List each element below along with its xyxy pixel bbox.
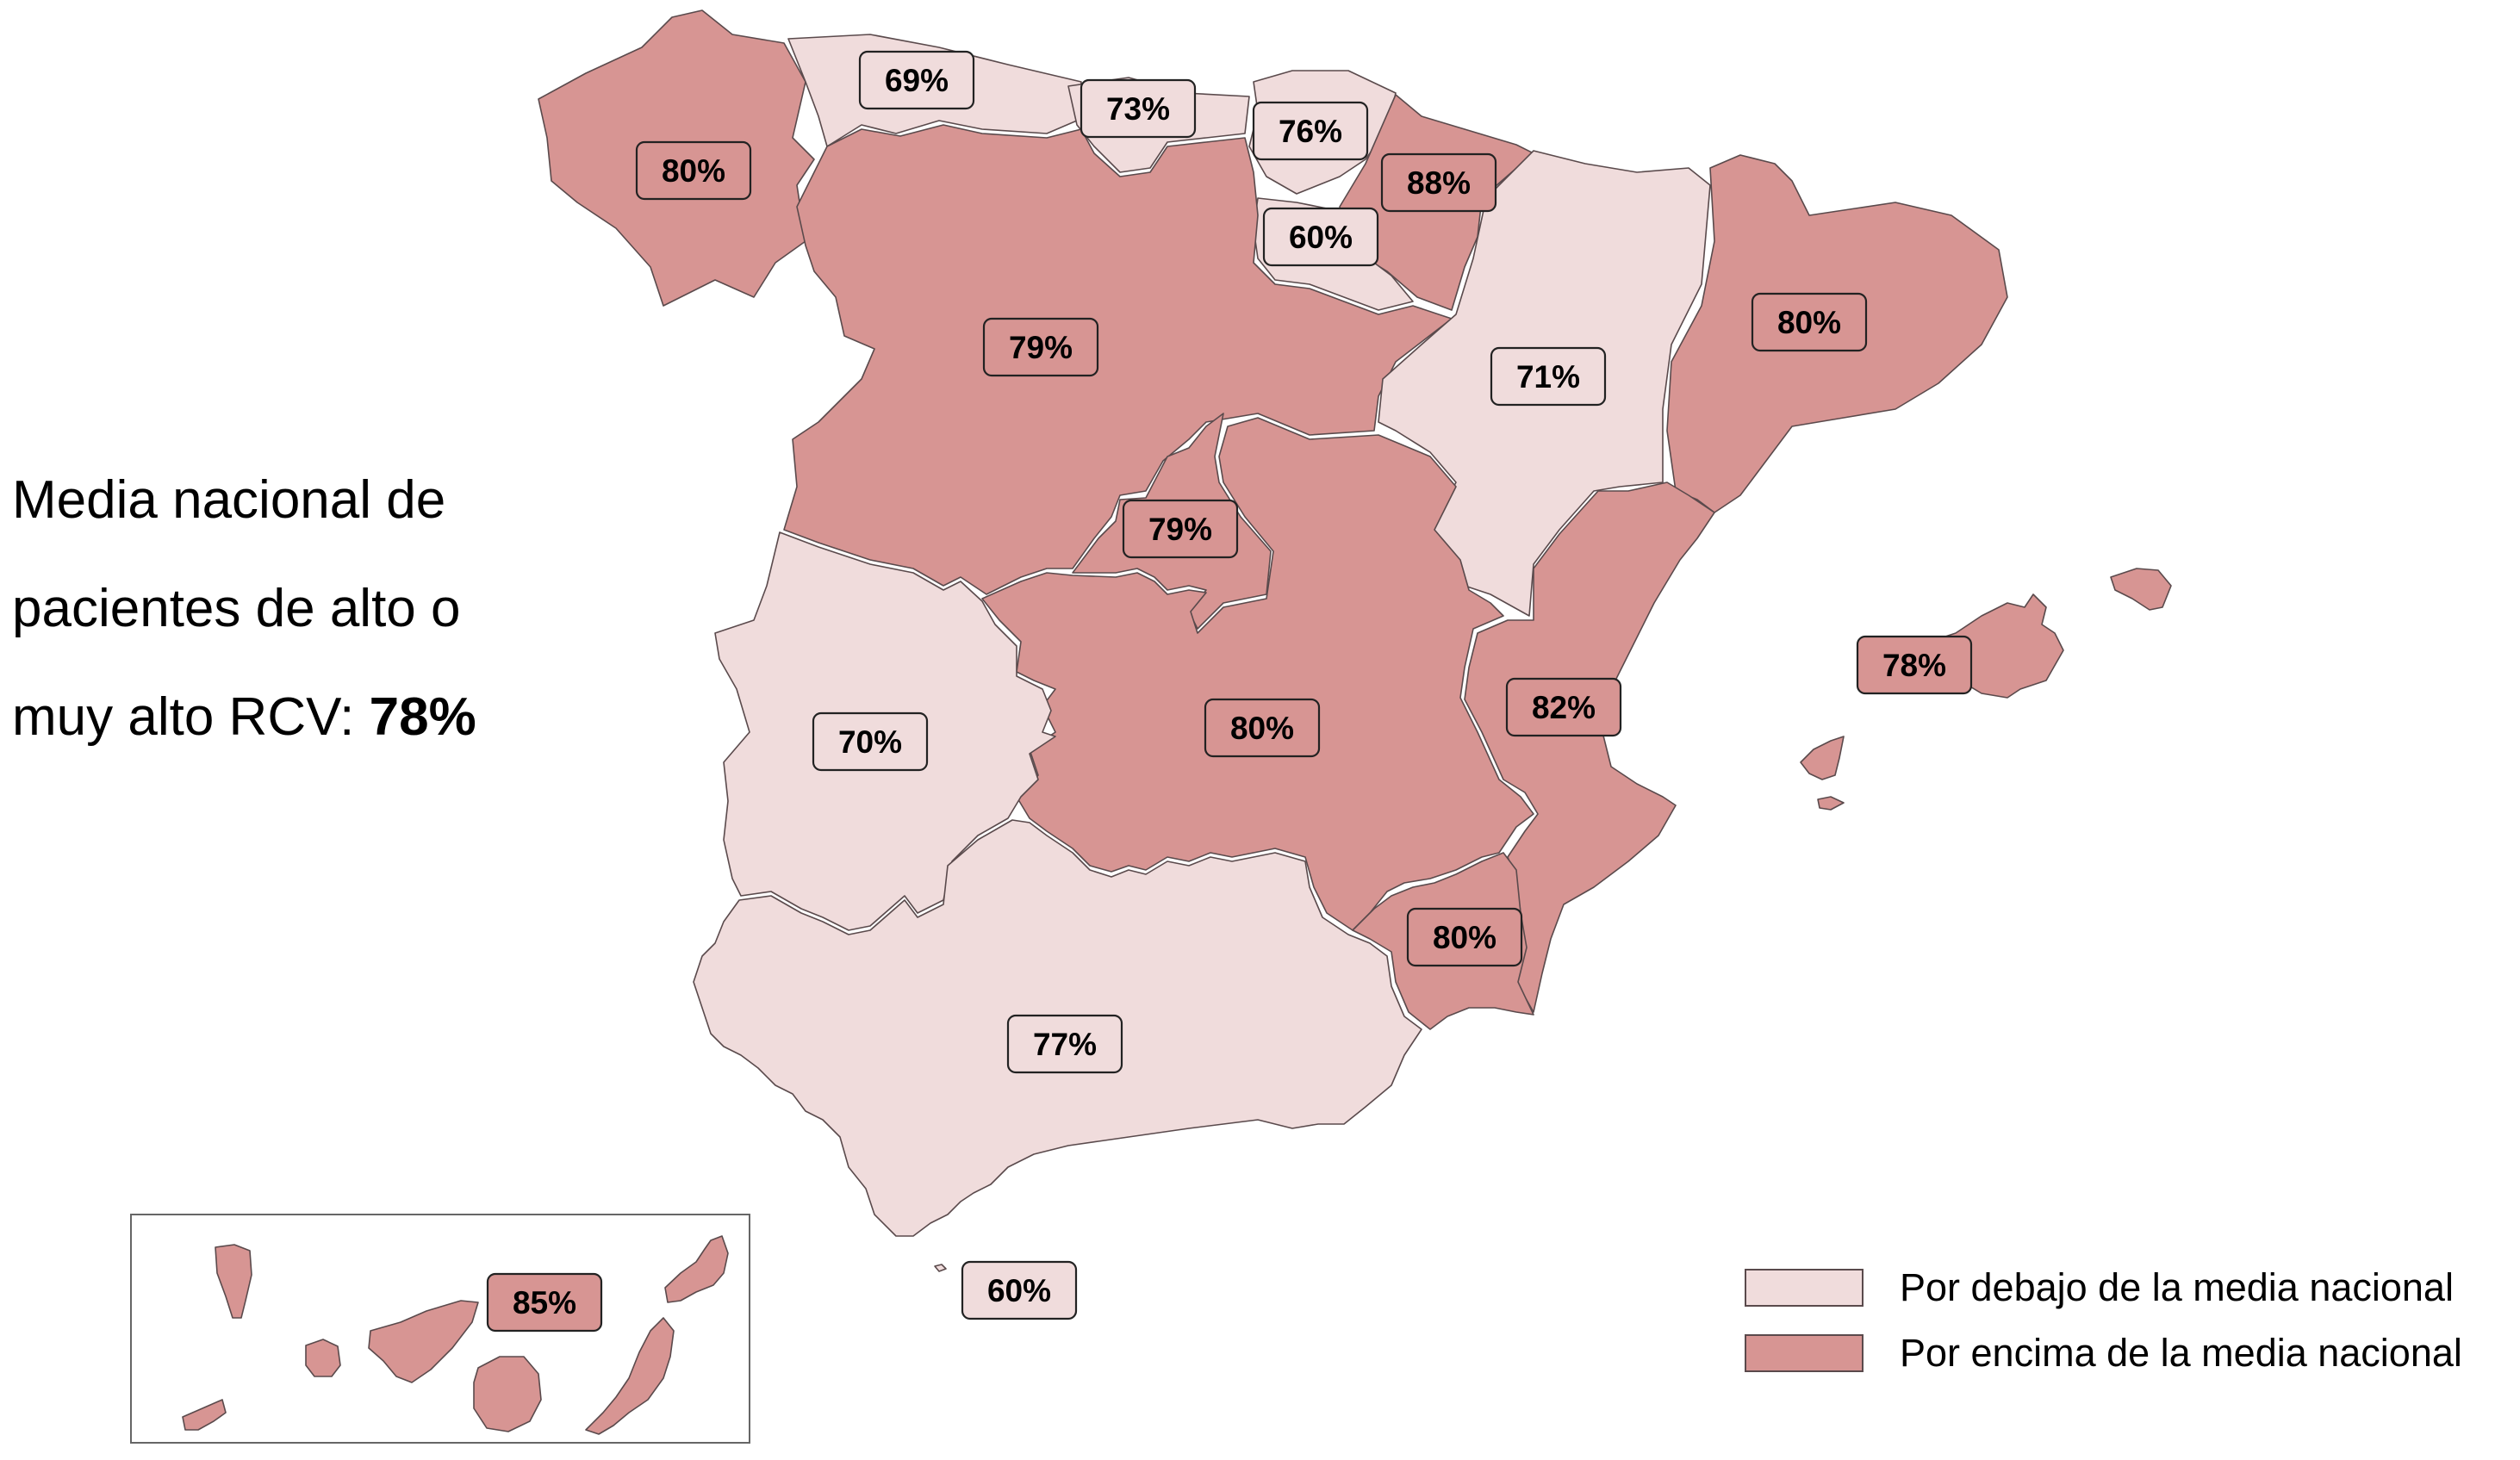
region-label-la-rioja: 60% — [1262, 207, 1379, 267]
region-label-castilla-la-mancha: 80% — [1204, 698, 1321, 758]
region-label-pais-vasco: 76% — [1252, 101, 1369, 161]
national-average-caption: Media nacional de pacientes de alto o mu… — [12, 446, 546, 772]
label-box-castilla-leon — [982, 317, 1099, 377]
label-box-galicia — [635, 140, 752, 201]
region-label-navarra: 88% — [1380, 152, 1497, 213]
label-value-canarias: 85% — [513, 1285, 576, 1320]
label-box-andalucia — [1006, 1014, 1123, 1074]
region-ceuta — [934, 1264, 947, 1272]
label-value-castilla-leon: 79% — [1009, 330, 1073, 365]
region-label-castilla-leon: 79% — [982, 317, 1099, 377]
legend-swatch-above — [1745, 1334, 1864, 1372]
region-label-canarias: 85% — [486, 1272, 603, 1333]
label-box-illes-balears — [1856, 635, 1973, 695]
island-gran-canaria — [473, 1356, 542, 1432]
label-value-ceuta-melilla: 60% — [987, 1273, 1051, 1308]
label-box-region-murcia — [1406, 907, 1523, 967]
region-label-aragon: 71% — [1490, 346, 1607, 407]
caption-text: Media nacional de pacientes de alto o mu… — [12, 470, 461, 747]
label-box-extremadura — [812, 711, 929, 772]
label-value-illes-balears: 78% — [1882, 648, 1946, 683]
legend-swatch-below — [1745, 1269, 1864, 1307]
label-value-madrid: 79% — [1148, 512, 1212, 547]
region-label-madrid: 79% — [1122, 499, 1239, 559]
legend: Por debajo de la media nacional Por enci… — [1745, 1265, 2462, 1397]
label-value-castilla-la-mancha: 80% — [1230, 711, 1294, 746]
caption-value: 78% — [369, 687, 476, 747]
region-ibiza — [1800, 736, 1845, 780]
legend-item-below: Por debajo de la media nacional — [1745, 1265, 2462, 1309]
legend-item-above: Por encima de la media nacional — [1745, 1331, 2462, 1375]
label-value-cataluna: 80% — [1777, 305, 1841, 340]
label-box-cantabria — [1080, 78, 1197, 139]
region-label-galicia: 80% — [635, 140, 752, 201]
region-label-extremadura: 70% — [812, 711, 929, 772]
label-value-andalucia: 77% — [1033, 1027, 1097, 1062]
label-value-galicia: 80% — [662, 153, 725, 189]
label-value-aragon: 71% — [1516, 359, 1580, 395]
label-box-pais-vasco — [1252, 101, 1369, 161]
label-box-canarias — [486, 1272, 603, 1333]
label-box-navarra — [1380, 152, 1497, 213]
region-label-illes-balears: 78% — [1856, 635, 1973, 695]
island-tenerife — [368, 1300, 479, 1383]
island-la-gomera — [305, 1339, 341, 1377]
region-castilla-la-mancha — [981, 417, 1534, 931]
region-label-andalucia: 77% — [1006, 1014, 1123, 1074]
legend-label-above: Por encima de la media nacional — [1900, 1331, 2462, 1375]
label-value-extremadura: 70% — [838, 724, 902, 760]
region-menorca — [2110, 568, 2172, 611]
island-el-hierro — [182, 1399, 227, 1431]
region-label-asturias: 69% — [858, 50, 975, 110]
label-value-region-murcia: 80% — [1433, 920, 1496, 955]
label-box-madrid — [1122, 499, 1239, 559]
region-comunitat-valenciana — [1464, 481, 1715, 1013]
label-box-asturias — [858, 50, 975, 110]
label-value-comunitat-valenciana: 82% — [1532, 690, 1596, 725]
region-label-comunitat-valenciana: 82% — [1505, 677, 1622, 737]
label-box-cataluna — [1751, 292, 1868, 352]
region-label-ceuta-melilla: 60% — [961, 1260, 1078, 1320]
label-box-ceuta-melilla — [961, 1260, 1078, 1320]
region-formentera — [1817, 796, 1845, 811]
label-value-asturias: 69% — [885, 63, 949, 98]
label-box-castilla-la-mancha — [1204, 698, 1321, 758]
region-label-cataluna: 80% — [1751, 292, 1868, 352]
region-castilla-leon — [783, 124, 1453, 595]
legend-label-below: Por debajo de la media nacional — [1900, 1265, 2454, 1309]
label-value-navarra: 88% — [1407, 165, 1471, 201]
label-box-aragon — [1490, 346, 1607, 407]
region-label-region-murcia: 80% — [1406, 907, 1523, 967]
label-value-pais-vasco: 76% — [1279, 114, 1342, 149]
label-box-la-rioja — [1262, 207, 1379, 267]
label-box-comunitat-valenciana — [1505, 677, 1622, 737]
region-label-cantabria: 73% — [1080, 78, 1197, 139]
island-fuerteventura — [585, 1317, 675, 1435]
island-la-palma — [215, 1244, 252, 1319]
label-value-la-rioja: 60% — [1289, 220, 1353, 255]
label-value-cantabria: 73% — [1106, 91, 1170, 127]
island-lanzarote — [664, 1235, 729, 1303]
